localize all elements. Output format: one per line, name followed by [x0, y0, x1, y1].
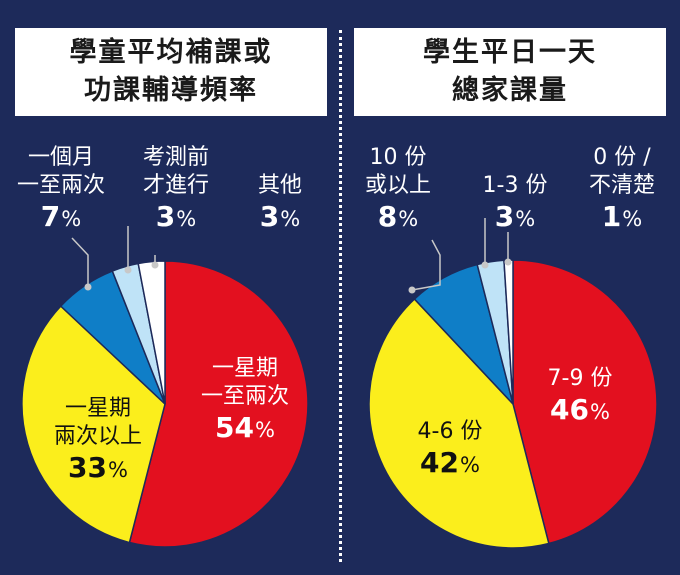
slice-percent: 42% [400, 446, 500, 482]
percent-unit: % [515, 207, 536, 231]
leader-line [71, 237, 89, 287]
percent-value: 42 [420, 446, 459, 479]
slice-label-before-tests: 考測前 才進行 3% [126, 144, 226, 236]
chart-title-box: 學童平均補課或 功課輔導頻率 [15, 28, 327, 116]
label-line: 一至兩次 [16, 173, 105, 198]
slice-label-more-than-twice-week: 一星期 兩次以上 33% [38, 395, 158, 487]
leader-dot [84, 283, 92, 291]
percent-unit: % [622, 207, 643, 231]
leader-dot [408, 286, 416, 294]
label-line: 不清楚 [588, 173, 655, 198]
slice-percent: 46% [530, 393, 630, 429]
pie-chart-daily-homework [368, 218, 658, 549]
chart-panel-daily-homework: 學生平日一天 總家課量 7-9 份 46% 4-6 份 42% 10 份 或以上… [340, 0, 680, 575]
percent-value: 54 [215, 411, 254, 444]
percent-value: 8 [377, 200, 398, 233]
pie-chart-tutoring-frequency [21, 226, 309, 548]
slice-percent: 3% [126, 200, 226, 236]
percent-unit: % [176, 207, 197, 231]
label-line: 才進行 [142, 173, 209, 198]
slice-percent: 7% [6, 200, 116, 236]
slice-label-1-3: 1-3 份 3% [470, 172, 560, 236]
chart-title-line-1: 學童平均補課或 [69, 37, 273, 68]
slice-percent: 54% [195, 411, 295, 447]
chart-panel-tutoring-frequency: 學童平均補課或 功課輔導頻率 一星期 一至兩次 54% 一星期 兩次以上 33%… [6, 28, 327, 548]
chart-title-line-2: 功課輔導頻率 [84, 75, 258, 106]
slice-label-4-6: 4-6 份 42% [400, 418, 500, 482]
percent-unit: % [460, 453, 480, 477]
label-line: 1-3 份 [482, 173, 548, 198]
panel-divider [339, 30, 342, 562]
label-line: 一至兩次 [200, 384, 289, 409]
label-line: 一個月 [27, 145, 94, 170]
chart-title-box: 學生平日一天 總家課量 [354, 28, 666, 116]
slice-label-once-twice-week: 一星期 一至兩次 54% [195, 355, 295, 447]
percent-value: 1 [601, 200, 622, 233]
percent-value: 3 [494, 200, 515, 233]
label-line: 或以上 [364, 173, 431, 198]
label-line: 兩次以上 [53, 424, 142, 449]
percent-unit: % [108, 458, 128, 482]
slice-label-0-unclear: 0 份 / 不清楚 1% [572, 144, 672, 236]
percent-unit: % [255, 418, 275, 442]
slice-label-7-9: 7-9 份 46% [530, 365, 630, 429]
pie-slice [137, 260, 166, 405]
percent-value: 7 [40, 200, 61, 233]
percent-unit: % [590, 400, 610, 424]
chart-title-line-1: 學生平日一天 [423, 37, 597, 68]
percent-value: 46 [550, 393, 589, 426]
slice-percent: 8% [348, 200, 448, 236]
slice-percent: 1% [572, 200, 672, 236]
label-line: 0 份 / [593, 145, 651, 170]
percent-value: 33 [68, 451, 107, 484]
label-line: 4-6 份 [417, 419, 483, 444]
leader-line [411, 239, 441, 291]
label-line: 其他 [257, 173, 302, 198]
percent-unit: % [398, 207, 419, 231]
label-line: 一星期 [211, 356, 278, 381]
percent-unit: % [280, 207, 301, 231]
percent-value: 3 [259, 200, 280, 233]
percent-unit: % [61, 207, 82, 231]
label-line: 一星期 [64, 396, 131, 421]
pie-slice [128, 260, 309, 548]
slice-label-others: 其他 3% [240, 172, 320, 236]
pie-slice [512, 259, 658, 545]
pie-slice [368, 297, 550, 549]
pie-slice [21, 305, 166, 544]
percent-value: 3 [155, 200, 176, 233]
leader-dot [151, 261, 159, 269]
chart-title-line-2: 總家課量 [452, 75, 568, 106]
slice-label-once-twice-month: 一個月 一至兩次 7% [6, 144, 116, 236]
label-line: 7-9 份 [547, 366, 613, 391]
slice-percent: 3% [240, 200, 320, 236]
label-line: 10 份 [369, 145, 427, 170]
leader-dot [124, 266, 132, 274]
leader-dot [504, 258, 512, 266]
slice-label-10-plus: 10 份 或以上 8% [348, 144, 448, 236]
label-line: 考測前 [142, 145, 209, 170]
slice-percent: 33% [38, 451, 158, 487]
leader-dot [481, 261, 489, 269]
slice-percent: 3% [470, 200, 560, 236]
